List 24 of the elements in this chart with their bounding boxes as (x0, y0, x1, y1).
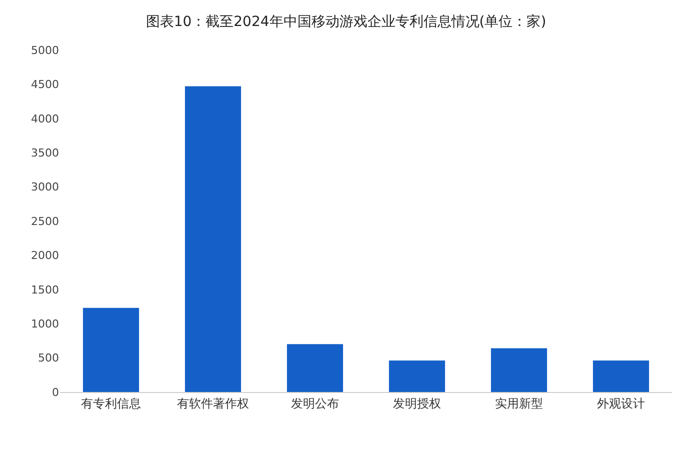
x-tick-label: 发明授权 (393, 396, 441, 410)
bar (388, 360, 446, 392)
x-tick-label: 发明公布 (291, 396, 339, 410)
bar (286, 344, 344, 392)
y-tick-label: 3000 (31, 180, 59, 194)
x-tick-label: 实用新型 (495, 396, 543, 410)
x-tick-label: 有专利信息 (81, 396, 141, 410)
y-tick-label: 1000 (31, 317, 59, 330)
y-tick-label: 2000 (31, 249, 59, 262)
y-tick-label: 0 (52, 386, 59, 399)
chart-title: 图表10：截至2024年中国移动游戏企业专利信息情况(单位：家) (146, 14, 546, 30)
bar (490, 348, 548, 392)
y-tick-label: 5000 (31, 44, 59, 57)
y-tick-label: 3500 (31, 146, 59, 160)
y-tick-label: 1500 (31, 283, 59, 296)
bar (592, 360, 650, 392)
x-tick-label: 外观设计 (597, 396, 645, 410)
x-tick-label: 有软件著作权 (177, 396, 249, 410)
y-tick-label: 500 (38, 352, 59, 365)
y-tick-label: 2500 (31, 214, 59, 228)
y-tick-label: 4000 (31, 112, 59, 126)
bar (82, 308, 140, 392)
bar (184, 86, 242, 392)
y-tick-label: 4500 (31, 78, 59, 92)
